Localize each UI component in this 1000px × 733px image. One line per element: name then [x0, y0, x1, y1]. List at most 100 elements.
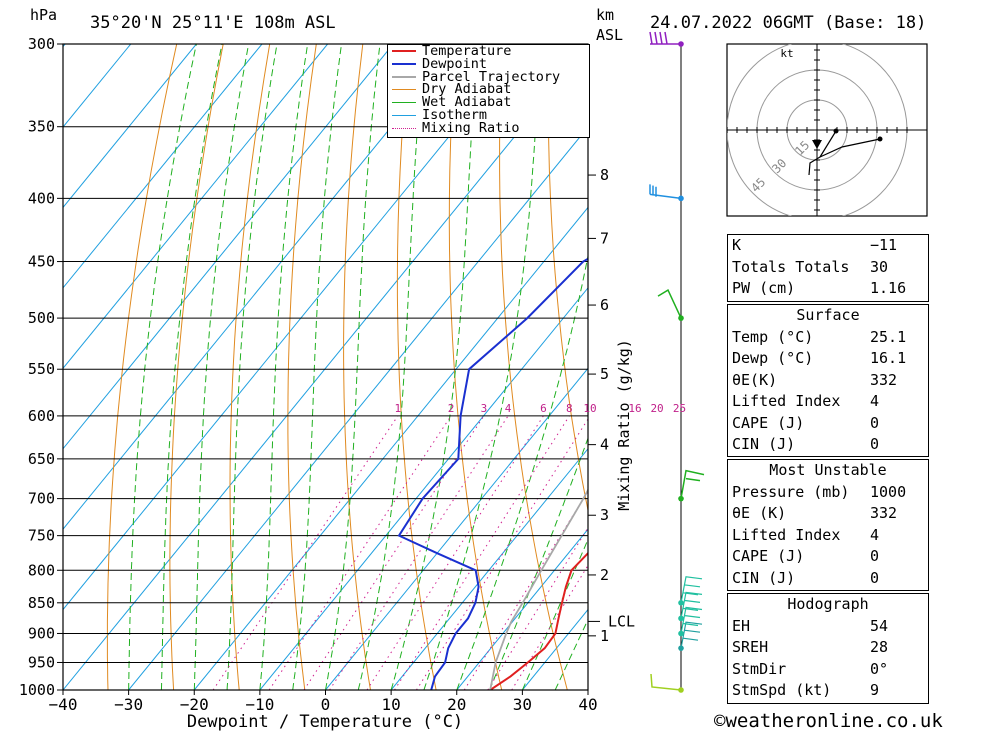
wind-barb	[680, 606, 703, 634]
dry-adiabat-line	[287, 44, 317, 690]
legend-swatch-dewpoint	[392, 63, 416, 66]
index-value: −11	[870, 236, 898, 254]
wind-barb	[664, 31, 668, 45]
mu-value: 0	[870, 568, 880, 587]
isotherm-line	[63, 44, 263, 289]
dry-adiabat-line	[921, 44, 1000, 690]
y-tick-label: 450	[28, 253, 55, 271]
mixing-ratio-axis-label: Mixing Ratio (g/kg)	[615, 339, 633, 511]
km-tick-label: 7	[600, 229, 609, 247]
surface-label: CAPE (J)	[732, 413, 805, 432]
wind-barb	[680, 469, 705, 499]
x-tick-label: 0	[321, 695, 331, 714]
wet-adiabat-line	[357, 44, 425, 690]
surface-label: θE(K)	[732, 370, 778, 389]
mixing-ratio-line	[394, 415, 570, 690]
index-value: 30	[870, 257, 889, 276]
km-tick-label: 3	[600, 506, 609, 524]
legend-item-wet-adiabat: Wet Adiabat	[388, 96, 589, 109]
dry-adiabat-line	[968, 44, 1000, 690]
km-tick-label: 4	[600, 436, 609, 454]
dry-adiabat-line	[229, 44, 271, 690]
x-tick-label: −40	[49, 695, 78, 714]
x-tick-label: 20	[447, 695, 466, 714]
mixing-ratio-label: 8	[566, 402, 573, 415]
copyright-footer: ©weatheronline.co.uk	[714, 710, 943, 732]
legend: Temperature Dewpoint Parcel Trajectory D…	[387, 44, 590, 138]
hodo-label: SREH	[732, 638, 769, 656]
x-tick-label: −20	[180, 695, 209, 714]
mu-label: Lifted Index	[732, 525, 841, 544]
isotherm-line	[63, 45, 588, 690]
km-tick-label: 2	[600, 566, 609, 584]
wet-adiabat-line	[423, 44, 542, 690]
y-tick-label: 650	[28, 450, 55, 468]
wind-barb	[650, 673, 682, 691]
mu-value: 0	[870, 547, 880, 565]
series-line-temperature	[489, 551, 588, 690]
isotherm-line	[390, 447, 588, 690]
mu-value: 1000	[870, 482, 907, 501]
mixing-ratio-line	[303, 415, 485, 690]
km-tick-label: 6	[600, 296, 609, 314]
hodo-label: StmSpd (kt)	[732, 681, 832, 699]
x-tick-label: −30	[114, 695, 143, 714]
y-tick-label: 500	[28, 309, 55, 327]
legend-item-mixing-ratio: Mixing Ratio	[388, 119, 589, 136]
km-tick-label: 5	[600, 365, 609, 383]
y-tick-label: 950	[28, 653, 55, 671]
surface-label: Lifted Index	[732, 392, 841, 410]
dry-adiabat-line	[448, 44, 503, 690]
isotherm-line	[63, 44, 525, 611]
km-tick-label: 1	[600, 627, 609, 645]
wind-barb	[659, 31, 663, 45]
wind-barb	[680, 591, 703, 619]
index-label: Totals Totals	[732, 257, 850, 276]
legend-label: Mixing Ratio	[422, 119, 520, 136]
index-label: PW (cm)	[732, 279, 796, 297]
surface-label: Temp (°C)	[732, 327, 814, 346]
wind-barb	[680, 576, 703, 603]
surface-box: Surface Temp (°C) 25.1 Dewp (°C) 16.1 θE(K…	[727, 304, 929, 457]
legend-swatch-mixing-ratio	[392, 127, 416, 129]
wind-barb	[657, 289, 682, 319]
isotherm-line	[63, 44, 197, 209]
isotherm-line	[128, 126, 588, 690]
legend-label: Isotherm	[422, 106, 488, 123]
legend-item-dry-adiabat: Dry Adiabat	[388, 83, 589, 96]
legend-label: Dry Adiabat	[422, 81, 512, 98]
wind-barb	[649, 193, 682, 200]
y-tick-label: 600	[28, 407, 55, 425]
x-tick-label: 30	[513, 695, 532, 714]
mixing-ratio-line	[268, 415, 452, 690]
mixing-ratio-label: 25	[673, 402, 686, 415]
y-tick-label: 300	[28, 35, 55, 53]
mu-label: CIN (J)	[732, 568, 796, 587]
mixing-ratio-label: 6	[540, 402, 547, 415]
isotherm-line	[325, 367, 588, 690]
diagram-grid	[63, 44, 1000, 690]
hodograph-trace	[819, 130, 837, 158]
hodograph-unit-label: kt	[780, 47, 793, 60]
height-unit-km: km	[596, 6, 614, 24]
mixing-ratio-label: 3	[481, 402, 488, 415]
legend-item-parcel: Parcel Trajectory	[388, 70, 589, 84]
wind-barb	[649, 31, 653, 45]
legend-label: Wet Adiabat	[422, 94, 512, 111]
mixing-ratio-line	[366, 415, 544, 690]
pressure-unit-label: hPa	[30, 6, 57, 24]
series-line-dewpoint	[397, 257, 588, 690]
hodograph-point	[833, 128, 839, 134]
wet-adiabat-line	[489, 436, 588, 690]
isotherm-line	[63, 44, 329, 370]
storm-motion-marker	[812, 140, 822, 149]
wind-level-dot	[678, 495, 684, 502]
isotherm-line	[259, 287, 588, 690]
axes: 3003504004505005506006507007508008509009…	[19, 35, 635, 714]
most-unstable-title: Most Unstable	[769, 461, 887, 479]
mu-value: 4	[870, 525, 880, 544]
mixing-ratio-line	[329, 415, 509, 690]
mixing-ratio-label: 10	[583, 402, 596, 415]
legend-item-isotherm: Isotherm	[388, 106, 589, 123]
